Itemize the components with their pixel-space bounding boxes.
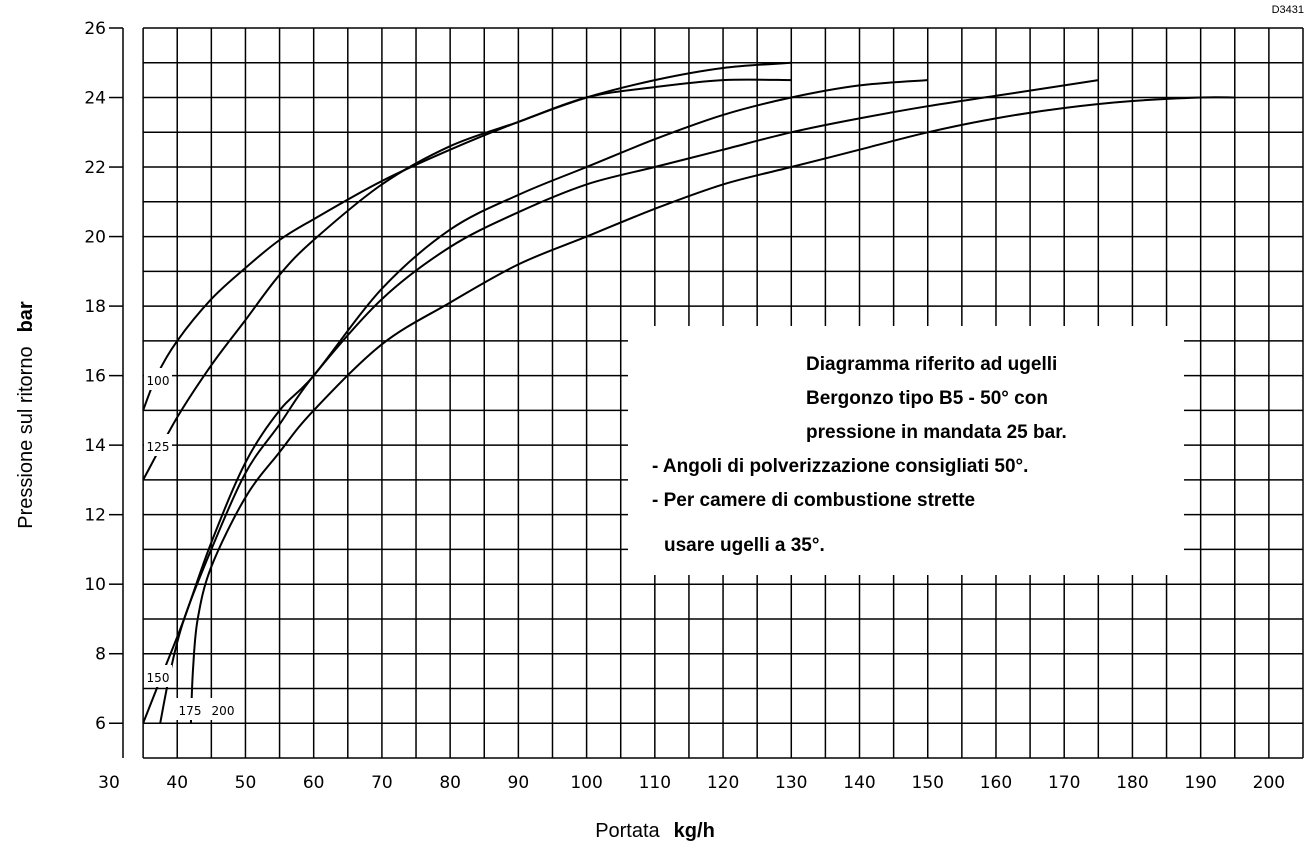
x-axis-unit: kg/h [674, 820, 715, 842]
x-tick-label: 30 [98, 773, 120, 793]
y-tick-label: 10 [84, 575, 106, 595]
curve-100 [142, 61, 792, 411]
y-tick-label: 22 [84, 158, 106, 178]
y-tick-label: 12 [84, 506, 106, 526]
x-tick-label: 80 [439, 773, 461, 793]
x-tick-label: 170 [1048, 773, 1080, 793]
curve-label-box [144, 665, 172, 687]
curve-125 [142, 78, 792, 481]
x-tick-label: 160 [980, 773, 1012, 793]
annotation-text: Diagramma riferito ad ugelli Bergonzo ti… [652, 354, 1067, 556]
y-tick-label: 24 [84, 89, 106, 109]
x-tick-label: 50 [235, 773, 257, 793]
curve-label-box [176, 698, 204, 720]
y-axis-title: Pressione sul ritorno bar [15, 301, 37, 529]
annotation-line-3: pressione in mandata 25 bar. [806, 422, 1067, 443]
x-tick-label: 40 [166, 773, 188, 793]
x-tick-label: 180 [1116, 773, 1148, 793]
annotation-line-6: usare ugelli a 35°. [664, 535, 825, 556]
y-tick-label: 16 [84, 367, 106, 387]
y-tick-label: 18 [84, 297, 106, 317]
y-tick-label: 8 [95, 645, 106, 665]
x-tick-label: 200 [1253, 773, 1285, 793]
curve-label-150: 150 [147, 671, 170, 685]
x-tick-label: 140 [843, 773, 875, 793]
x-tick-label: 110 [639, 773, 671, 793]
y-tick-labels: 6 8 10 12 14 16 18 20 22 24 26 [84, 19, 106, 734]
y-tick-label: 26 [84, 19, 106, 39]
y-tick-label: 6 [95, 714, 106, 734]
x-axis-title-text: Portata [595, 820, 660, 842]
x-axis-title: Portata kg/h [595, 820, 715, 842]
x-tick-label: 190 [1184, 773, 1216, 793]
curve-200 [189, 96, 1235, 724]
y-tick-label: 20 [84, 228, 106, 248]
curves-group [142, 61, 1235, 724]
annotation-line-2: Bergonzo tipo B5 - 50° con [806, 388, 1048, 409]
curve-label-200: 200 [212, 704, 235, 718]
curve-label-box [144, 368, 172, 390]
annotation-box [628, 326, 1184, 575]
curve-label-box [209, 698, 237, 720]
annotation-line-5: - Per camere di combustione strette [652, 490, 975, 511]
curve-label-box [144, 434, 172, 456]
x-tick-label: 150 [912, 773, 944, 793]
curve-label-125: 125 [147, 440, 170, 454]
y-tick-label: 14 [84, 436, 106, 456]
annotation-line-1: Diagramma riferito ad ugelli [806, 354, 1057, 375]
curve-label-100: 100 [147, 374, 170, 388]
curve-label-boxes: 100 125 150 175 200 [144, 368, 237, 720]
x-tick-label: 130 [775, 773, 807, 793]
drawing-code: D3431 [1272, 4, 1304, 16]
curve-label-175: 175 [179, 704, 202, 718]
y-axis-title-text: Pressione sul ritorno [15, 346, 37, 528]
curve-150 [142, 79, 928, 724]
x-tick-label: 90 [508, 773, 530, 793]
x-tick-label: 120 [707, 773, 739, 793]
annotation-line-4: - Angoli di polverizzazione consigliati … [652, 456, 1028, 477]
x-tick-label: 100 [570, 773, 602, 793]
x-tick-labels: 30 40 50 60 70 80 90 100 110 120 130 140 150 160 170 18… [98, 773, 1285, 793]
x-tick-label: 70 [371, 773, 393, 793]
x-tick-label: 60 [303, 773, 325, 793]
curve-175 [159, 79, 1099, 724]
y-axis-unit: bar [15, 301, 37, 332]
